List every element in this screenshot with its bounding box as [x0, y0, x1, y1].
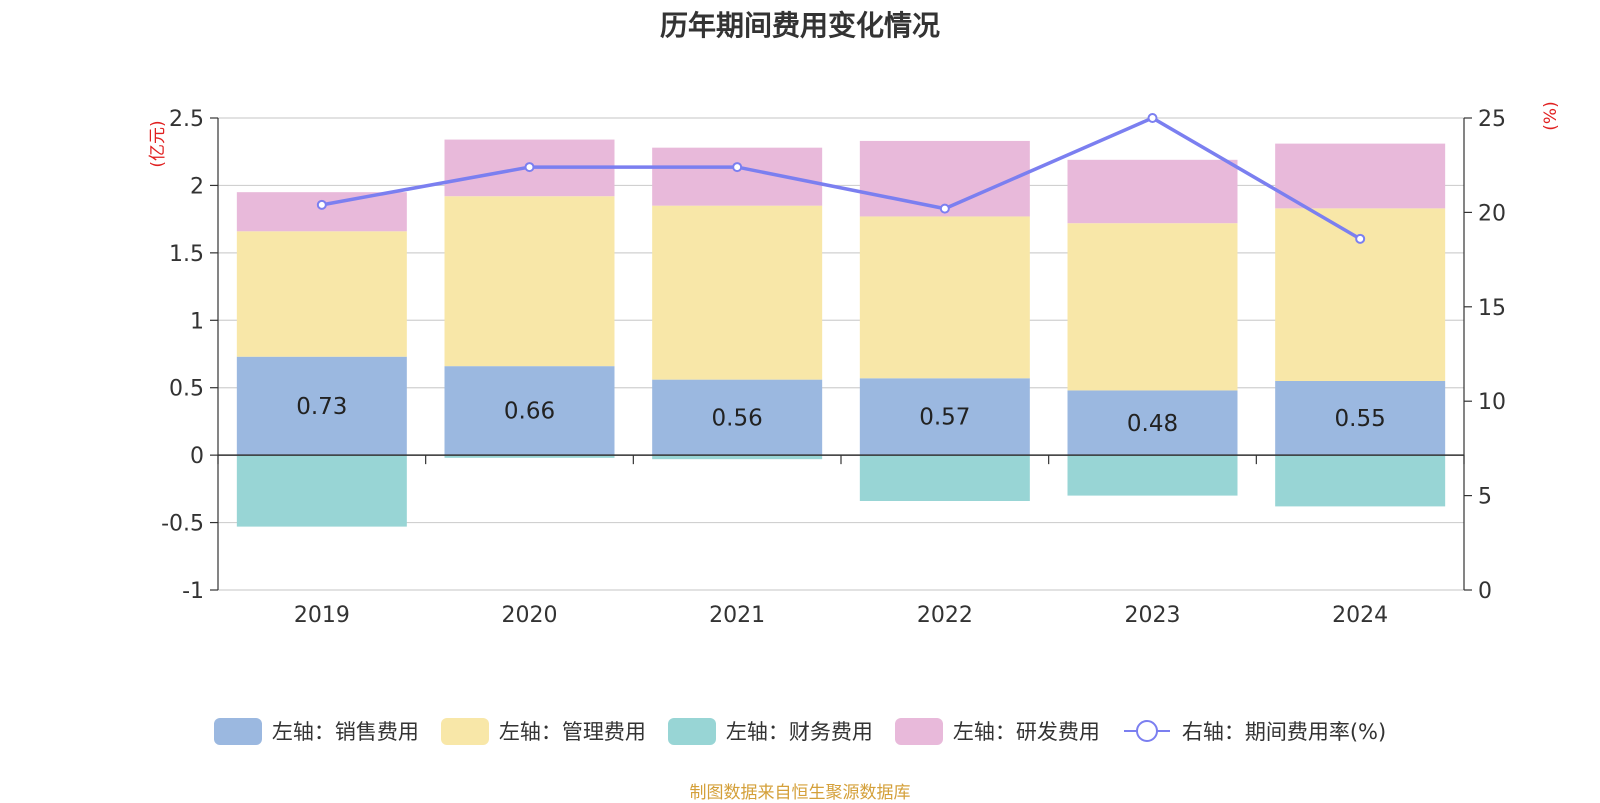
bar-data-label: 0.56 [712, 405, 763, 431]
left-tick-label: 0.5 [169, 377, 204, 402]
bar-segment [652, 455, 823, 460]
bar-segment [444, 196, 615, 367]
rate-point [939, 203, 950, 214]
legend-swatch [213, 717, 262, 745]
bar-segment [444, 455, 615, 458]
legend-item: 右轴：期间费用率(%) [1122, 716, 1386, 746]
rate-point [732, 162, 743, 173]
bar-segment [1275, 143, 1446, 209]
bar-segment [859, 455, 1030, 501]
left-axis-unit: (亿元) [148, 120, 168, 167]
bar-segment [236, 455, 407, 527]
rate-point [524, 162, 535, 173]
right-tick-label: 5 [1478, 485, 1492, 510]
left-tick-label: 1.5 [169, 242, 204, 267]
legend-label: 左轴：研发费用 [952, 720, 1100, 744]
rate-line [321, 116, 1362, 241]
bar-data-label: 0.66 [504, 399, 555, 425]
bar-segment [652, 205, 823, 380]
bar-data-label: 0.73 [296, 394, 347, 420]
bar-segment [652, 147, 823, 206]
bar-segment [236, 231, 407, 357]
legend-label: 左轴：财务费用 [725, 720, 873, 744]
right-tick-label: 10 [1478, 390, 1506, 415]
left-tick-label: 0 [190, 444, 204, 469]
chart-title: 历年期间费用变化情况 [659, 9, 940, 42]
legend-swatch [440, 717, 489, 745]
left-tick-label: 1 [190, 309, 204, 334]
category-label: 2024 [1332, 603, 1388, 628]
category-label: 2023 [1125, 603, 1181, 628]
category-label: 2021 [709, 603, 765, 628]
legend-item: 左轴：管理费用 [440, 716, 646, 746]
bar-segment [1275, 380, 1446, 456]
legend-line-swatch [1123, 720, 1170, 742]
legend-swatch [667, 717, 716, 745]
right-tick-label: 25 [1478, 107, 1506, 132]
bar-data-label: 0.55 [1335, 406, 1386, 432]
bar-segment [1067, 223, 1238, 391]
chart-legend: 左轴：销售费用 左轴：管理费用 左轴：财务费用 左轴：研发费用 右轴：期间费用率(%) [0, 716, 1600, 746]
category-label: 2022 [917, 603, 973, 628]
rate-point [1147, 113, 1158, 123]
bar-segment [859, 216, 1030, 379]
rate-point [316, 199, 327, 210]
bar-segment [1275, 455, 1446, 507]
left-tick-label: 2.5 [169, 107, 204, 132]
rate-point [1355, 233, 1366, 244]
bar-data-label: 0.48 [1127, 411, 1178, 437]
left-tick-label: -1 [182, 579, 204, 604]
legend-item: 左轴：销售费用 [213, 716, 419, 746]
bar-segment [1067, 455, 1238, 496]
bar-data-label: 0.57 [919, 405, 970, 431]
legend-label: 左轴：管理费用 [498, 720, 646, 744]
bar-segment [859, 378, 1030, 456]
legend-item: 左轴：财务费用 [667, 716, 873, 746]
category-label: 2020 [502, 603, 558, 628]
bar-segment [444, 366, 615, 456]
right-axis-unit: (%) [1541, 101, 1561, 130]
right-tick-label: 0 [1478, 579, 1492, 604]
category-label: 2019 [294, 603, 350, 628]
bar-segment [652, 379, 823, 456]
left-tick-label: -0.5 [161, 512, 204, 537]
data-source-note: 制图数据来自恒生聚源数据库 [689, 783, 911, 803]
legend-swatch [894, 717, 943, 745]
bar-segment [236, 356, 407, 456]
bar-segment [1067, 390, 1238, 456]
right-tick-label: 15 [1478, 296, 1506, 321]
left-tick-label: 2 [190, 174, 204, 199]
legend-label: 左轴：销售费用 [271, 720, 419, 744]
right-tick-label: 20 [1478, 201, 1506, 226]
legend-item: 左轴：研发费用 [894, 716, 1100, 746]
bar-segment [1067, 159, 1238, 224]
bar-segment [236, 192, 407, 232]
legend-label: 右轴：期间费用率(%) [1181, 720, 1387, 744]
